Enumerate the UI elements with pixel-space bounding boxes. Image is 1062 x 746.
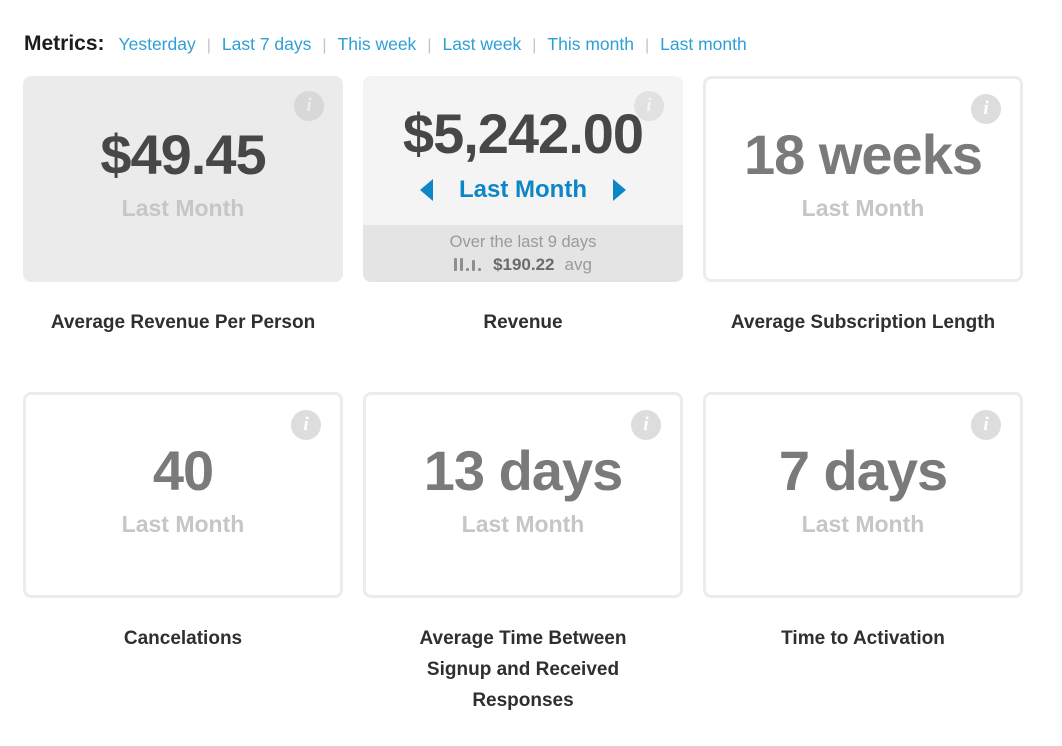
- link-separator: |: [644, 37, 650, 54]
- average-value: $190.22: [493, 254, 555, 274]
- metric-value: $5,242.00: [402, 101, 644, 165]
- card-body: 13 days Last Month: [423, 438, 623, 537]
- card-body: $5,242.00 Last Month: [363, 76, 683, 225]
- previous-period-arrow-icon[interactable]: [420, 178, 433, 201]
- card-average-revenue-per-person[interactable]: i $49.45 Last Month: [23, 76, 343, 282]
- card-body: $49.45 Last Month: [100, 122, 266, 221]
- card-average-subscription-length[interactable]: i 18 weeks Last Month: [703, 76, 1023, 282]
- period-navigator: Last Month: [420, 175, 626, 203]
- caption-row-1: Average Revenue Per Person Revenue Avera…: [23, 307, 1062, 392]
- link-separator: |: [206, 37, 211, 54]
- metric-value: $49.45: [100, 122, 266, 186]
- revenue-average-footer: Over the last 9 days $190.22 avg: [363, 225, 683, 282]
- card-caption: Average Revenue Per Person: [50, 312, 316, 333]
- card-body: 18 weeks Last Month: [744, 122, 983, 221]
- metric-period: Last Month: [461, 510, 585, 537]
- metric-period: Last Month: [121, 194, 245, 221]
- card-cancelations[interactable]: i 40 Last Month: [23, 392, 343, 598]
- card-body: 40 Last Month: [121, 438, 245, 537]
- card-caption: Average Time Between Signup and Received…: [419, 628, 627, 711]
- metric-value: 7 days: [778, 438, 948, 502]
- card-row-2: i 40 Last Month i 13 days Last Month i 7…: [23, 392, 1062, 598]
- metric-value: 18 weeks: [744, 122, 983, 186]
- metrics-link-last-week[interactable]: Last week: [442, 34, 522, 54]
- link-separator: |: [427, 37, 432, 54]
- card-body: 7 days Last Month: [778, 438, 948, 537]
- card-caption: Cancelations: [123, 628, 243, 649]
- metric-value: 13 days: [423, 438, 623, 502]
- metrics-link-last-month[interactable]: Last month: [660, 34, 747, 54]
- metrics-link-yesterday[interactable]: Yesterday: [118, 34, 196, 54]
- card-caption: Average Subscription Length: [730, 312, 996, 333]
- info-icon[interactable]: i: [634, 91, 664, 121]
- footer-average-line: $190.22 avg: [454, 255, 592, 275]
- next-period-arrow-icon[interactable]: [612, 178, 626, 201]
- metrics-header: Metrics: Yesterday | Last 7 days | This …: [24, 32, 1062, 56]
- average-suffix: avg: [564, 254, 592, 274]
- metrics-link-this-month[interactable]: This month: [547, 34, 634, 54]
- metric-period: Last Month: [459, 175, 587, 203]
- link-separator: |: [322, 37, 327, 54]
- footer-range-text: Over the last 9 days: [449, 232, 597, 251]
- card-time-to-activation[interactable]: i 7 days Last Month: [703, 392, 1023, 598]
- metric-value: 40: [152, 438, 214, 502]
- info-icon[interactable]: i: [971, 94, 1001, 124]
- page-title: Metrics:: [24, 32, 105, 55]
- metrics-dashboard: Metrics: Yesterday | Last 7 days | This …: [23, 32, 1062, 716]
- card-row-1: i $49.45 Last Month i $5,242.00 Last Mon…: [23, 76, 1062, 282]
- metric-period: Last Month: [801, 510, 925, 537]
- card-caption: Revenue: [483, 312, 563, 333]
- info-icon[interactable]: i: [631, 410, 661, 440]
- info-icon[interactable]: i: [291, 410, 321, 440]
- card-caption: Time to Activation: [781, 628, 945, 649]
- info-icon[interactable]: i: [294, 91, 324, 121]
- metrics-link-last-7-days[interactable]: Last 7 days: [221, 34, 312, 54]
- metric-period: Last Month: [121, 510, 245, 537]
- metric-period: Last Month: [801, 194, 925, 221]
- link-separator: |: [532, 37, 537, 54]
- metrics-link-this-week[interactable]: This week: [337, 34, 417, 54]
- info-icon[interactable]: i: [971, 410, 1001, 440]
- card-revenue[interactable]: i $5,242.00 Last Month Over the last 9 d…: [363, 76, 683, 282]
- caption-row-2: Cancelations Average Time Between Signup…: [23, 623, 1062, 716]
- mini-bar-chart-icon: [454, 258, 482, 271]
- card-average-time-between-signup-and-received-responses[interactable]: i 13 days Last Month: [363, 392, 683, 598]
